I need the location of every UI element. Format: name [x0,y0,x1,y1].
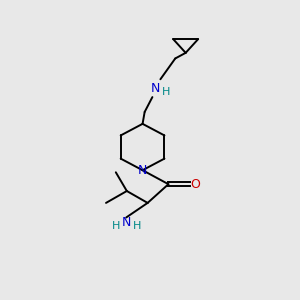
Text: N: N [151,82,160,95]
Text: N: N [138,164,147,177]
Text: H: H [162,87,170,97]
Text: O: O [190,178,200,191]
Text: H: H [132,221,141,231]
Text: H: H [112,221,120,231]
Text: N: N [122,216,131,229]
